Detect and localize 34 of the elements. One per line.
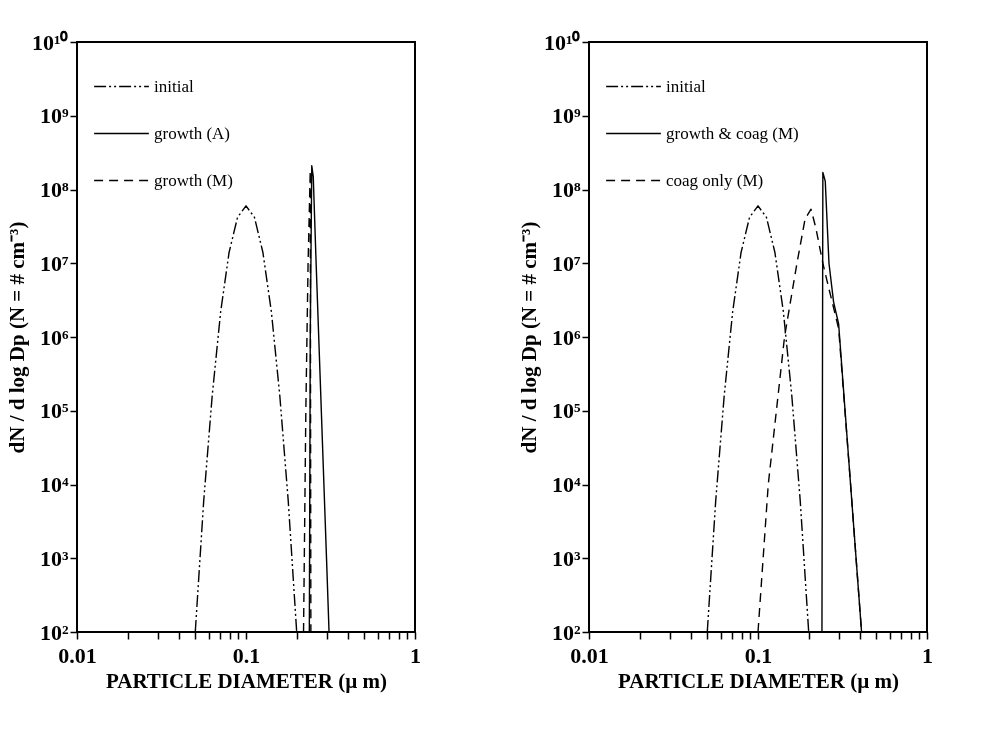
y-tick-label: 10⁹ bbox=[551, 103, 581, 129]
y-tick-label: 10⁹ bbox=[39, 103, 69, 129]
x-axis-title: PARTICLE DIAMETER (µ m) bbox=[105, 668, 388, 693]
legend-label: growth & coag (M) bbox=[666, 123, 799, 143]
y-tick-label: 10⁶ bbox=[39, 324, 69, 350]
y-tick-label: 10⁶ bbox=[551, 324, 581, 350]
legend-label: initial bbox=[666, 76, 706, 96]
y-tick-label: 10³ bbox=[551, 545, 581, 571]
y-tick-label: 10⁴ bbox=[551, 472, 581, 497]
legend-label: initial bbox=[154, 76, 194, 96]
y-tick-label: 10¹⁰ bbox=[543, 29, 581, 55]
y-tick-label: 10² bbox=[39, 619, 69, 645]
x-tick-label: 0.1 bbox=[744, 642, 773, 668]
y-tick-label: 10² bbox=[551, 619, 581, 645]
y-axis-title: dN / d log Dp (N = # cm⁻³) bbox=[4, 221, 29, 454]
y-tick-label: 10⁷ bbox=[551, 250, 581, 276]
y-axis-title: dN / d log Dp (N = # cm⁻³) bbox=[516, 221, 541, 454]
legend-label: growth (A) bbox=[154, 123, 231, 143]
y-tick-label: 10⁷ bbox=[39, 250, 69, 276]
y-tick-label: 10⁸ bbox=[551, 177, 581, 202]
y-tick-label: 10³ bbox=[39, 545, 69, 571]
legend-label: coag only (M) bbox=[666, 170, 764, 190]
legend-label: growth (M) bbox=[154, 170, 233, 190]
y-tick-label: 10¹⁰ bbox=[31, 29, 69, 55]
x-tick-label: 0.01 bbox=[58, 642, 97, 668]
x-axis-title: PARTICLE DIAMETER (µ m) bbox=[617, 668, 900, 693]
x-tick-label: 0.1 bbox=[232, 642, 261, 668]
x-tick-label: 0.01 bbox=[570, 642, 609, 668]
y-tick-label: 10⁵ bbox=[39, 398, 69, 424]
y-tick-label: 10⁸ bbox=[39, 177, 69, 202]
x-tick-label: 1 bbox=[922, 642, 933, 668]
y-tick-label: 10⁴ bbox=[39, 472, 69, 497]
x-tick-label: 1 bbox=[410, 642, 421, 668]
y-tick-label: 10⁵ bbox=[551, 398, 581, 424]
